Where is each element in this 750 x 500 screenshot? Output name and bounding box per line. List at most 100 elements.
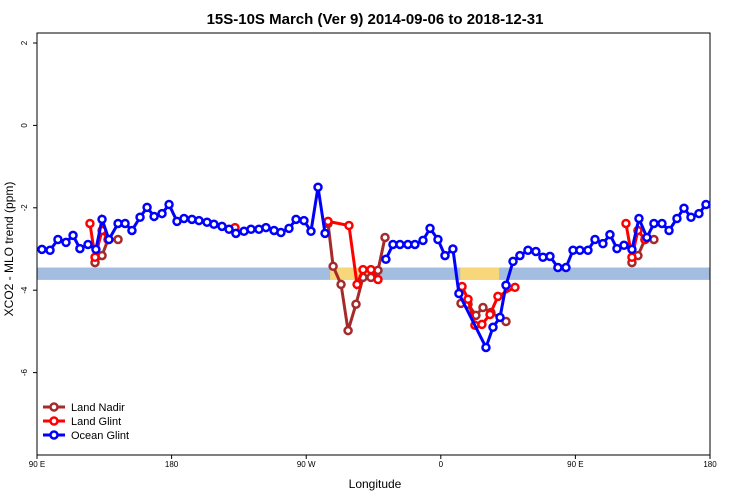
data-point bbox=[642, 232, 652, 243]
legend-marker bbox=[49, 402, 59, 412]
y-tick-label: -4 bbox=[20, 286, 29, 294]
data-point bbox=[323, 216, 333, 227]
data-point bbox=[694, 208, 704, 219]
data-point bbox=[276, 227, 286, 238]
data-point bbox=[515, 250, 525, 261]
data-point bbox=[320, 228, 330, 239]
data-point bbox=[583, 245, 593, 255]
data-point bbox=[488, 322, 498, 333]
data-point bbox=[493, 291, 503, 302]
data-point bbox=[501, 280, 511, 291]
data-point bbox=[68, 230, 78, 241]
data-point bbox=[142, 202, 152, 213]
data-point bbox=[627, 244, 637, 255]
data-point bbox=[478, 302, 488, 313]
data-point bbox=[231, 228, 241, 239]
data-point bbox=[627, 252, 637, 262]
data-point bbox=[575, 245, 585, 255]
data-point bbox=[313, 182, 323, 192]
y-tick-label: -2 bbox=[20, 204, 29, 212]
data-point bbox=[477, 319, 487, 330]
data-point bbox=[619, 240, 629, 251]
data-point bbox=[53, 234, 63, 245]
plot-frame bbox=[36, 32, 711, 456]
data-point bbox=[284, 223, 294, 234]
data-point bbox=[686, 212, 696, 223]
data-point bbox=[381, 254, 391, 265]
data-point bbox=[380, 232, 390, 243]
data-point bbox=[179, 213, 189, 224]
data-point bbox=[75, 243, 85, 254]
data-point bbox=[481, 342, 491, 353]
data-point bbox=[113, 234, 123, 245]
data-point bbox=[366, 264, 376, 275]
data-point bbox=[61, 237, 71, 248]
data-point bbox=[590, 234, 600, 245]
data-point bbox=[598, 238, 608, 249]
data-point bbox=[418, 235, 428, 246]
data-point bbox=[104, 234, 114, 245]
data-point bbox=[306, 226, 316, 237]
data-point bbox=[448, 244, 458, 254]
x-axis-label: Longitude bbox=[349, 477, 402, 491]
data-point bbox=[45, 245, 55, 255]
x-tick-label: 90 W bbox=[297, 460, 316, 469]
data-point bbox=[343, 325, 353, 336]
y-tick-label: 2 bbox=[20, 40, 29, 45]
data-point bbox=[508, 256, 518, 267]
data-point bbox=[612, 243, 622, 254]
data-point bbox=[83, 239, 93, 250]
data-point bbox=[454, 288, 464, 299]
x-tick-label: 90 E bbox=[567, 460, 583, 469]
data-point bbox=[531, 246, 541, 257]
data-point bbox=[523, 245, 533, 255]
data-point bbox=[90, 252, 100, 262]
data-point bbox=[291, 214, 301, 225]
data-point bbox=[135, 212, 145, 223]
legend-marker bbox=[49, 430, 59, 440]
data-point bbox=[336, 279, 346, 290]
data-point bbox=[545, 251, 555, 262]
data-point bbox=[501, 316, 511, 327]
data-point bbox=[209, 219, 219, 230]
data-point bbox=[701, 199, 711, 210]
data-point bbox=[194, 215, 204, 226]
data-point bbox=[97, 214, 107, 225]
y-tick-label: -6 bbox=[20, 368, 29, 376]
data-point bbox=[37, 244, 47, 255]
x-tick-label: 180 bbox=[165, 460, 179, 469]
data-point bbox=[149, 211, 159, 222]
legend-label: Land Nadir bbox=[71, 402, 125, 414]
data-point bbox=[425, 223, 435, 234]
data-point bbox=[634, 213, 644, 224]
y-tick-label: 0 bbox=[20, 123, 29, 128]
data-point bbox=[485, 309, 495, 320]
data-point bbox=[246, 224, 256, 234]
data-point bbox=[433, 234, 443, 245]
data-point bbox=[351, 299, 361, 309]
data-point bbox=[463, 294, 473, 305]
data-point bbox=[395, 239, 405, 250]
data-point bbox=[299, 215, 309, 226]
data-point bbox=[344, 220, 354, 231]
data-point bbox=[373, 274, 383, 285]
x-tick-label: 90 E bbox=[29, 460, 45, 469]
data-point bbox=[553, 262, 563, 273]
data-point bbox=[157, 208, 167, 219]
chart-title: 15S-10S March (Ver 9) 2014-09-06 to 2018… bbox=[207, 11, 544, 28]
data-point bbox=[410, 239, 420, 250]
data-point bbox=[561, 262, 571, 273]
data-point bbox=[120, 218, 130, 229]
data-point bbox=[657, 218, 667, 229]
data-point bbox=[510, 282, 520, 293]
data-point bbox=[164, 199, 174, 210]
x-tick-label: 0 bbox=[439, 460, 444, 469]
legend-marker bbox=[49, 416, 59, 426]
data-point bbox=[85, 218, 95, 229]
data-point bbox=[605, 229, 615, 240]
data-point bbox=[261, 222, 271, 233]
data-point bbox=[621, 218, 631, 229]
data-point bbox=[91, 244, 101, 255]
legend-label: Land Glint bbox=[71, 416, 121, 428]
